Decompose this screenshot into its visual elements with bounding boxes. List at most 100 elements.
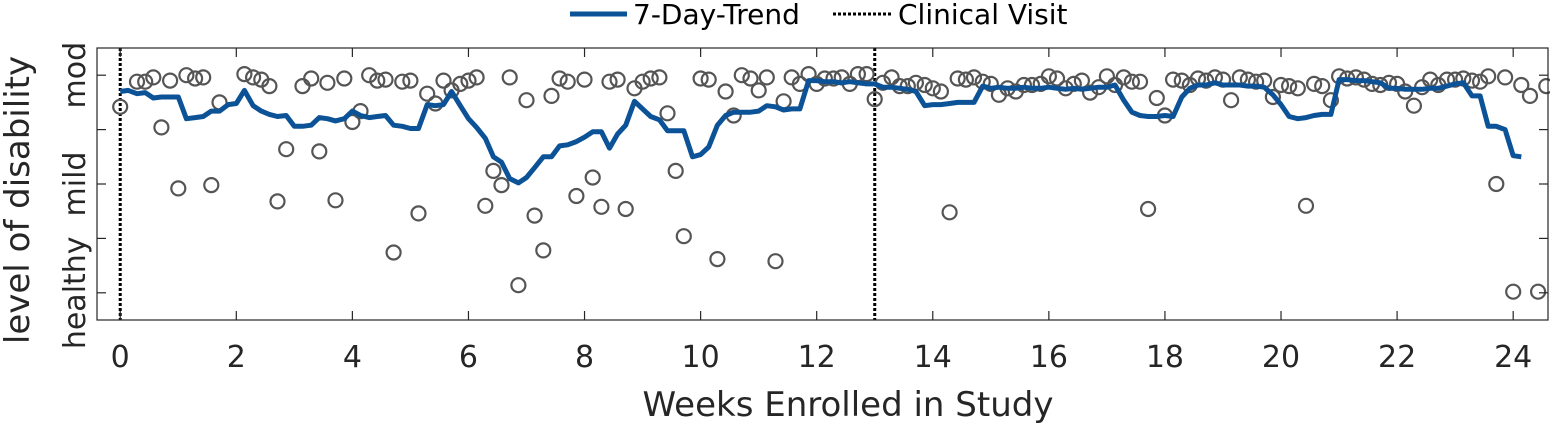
data-point-23 [336, 70, 353, 87]
data-point-71 [742, 70, 759, 87]
data-point-118 [1131, 73, 1149, 90]
y-axis-title: level of disability [0, 56, 38, 344]
data-point-64 [675, 228, 692, 245]
data-point-18 [294, 77, 311, 95]
data-point-51 [568, 187, 585, 205]
data-point-20 [311, 143, 328, 160]
data-point-54 [593, 198, 610, 215]
data-point-136 [1280, 77, 1298, 95]
data-point-67 [709, 251, 726, 268]
data-point-60 [642, 70, 659, 87]
data-point-73 [758, 69, 775, 86]
y-tick-label-0: healthy [58, 236, 93, 349]
data-point-8 [187, 70, 204, 87]
data-point-68 [717, 83, 734, 100]
data-point-151 [1405, 97, 1423, 114]
data-point-165 [1521, 87, 1539, 105]
data-point-164 [1513, 76, 1530, 94]
data-point-32 [410, 205, 427, 222]
legend-visit-label: Clinical Visit [898, 0, 1068, 31]
data-point-135 [1272, 76, 1290, 94]
data-point-5 [162, 72, 179, 89]
data-point-161 [1488, 175, 1505, 193]
x-tick-label-1: 2 [227, 340, 246, 375]
data-point-134 [1264, 88, 1282, 106]
data-point-16 [269, 193, 286, 210]
x-tick-label-7: 14 [914, 340, 952, 375]
data-point-81 [825, 70, 842, 87]
x-tick-label-8: 16 [1030, 340, 1068, 375]
data-point-21 [319, 74, 336, 91]
data-point-72 [750, 82, 767, 99]
data-point-31 [402, 72, 419, 89]
data-point-61 [651, 69, 668, 86]
data-point-40 [477, 197, 494, 214]
data-point-166 [1529, 283, 1547, 300]
data-point-104 [1015, 76, 1033, 94]
data-point-27 [369, 72, 386, 89]
data-point-86 [866, 90, 883, 108]
data-point-163 [1505, 283, 1522, 300]
x-tick-label-6: 12 [798, 340, 836, 375]
data-point-116 [1115, 69, 1132, 86]
data-point-70 [733, 67, 750, 84]
x-tick-label-5: 10 [682, 340, 720, 375]
data-point-35 [435, 72, 452, 89]
x-tick-label-9: 18 [1146, 340, 1184, 375]
data-point-112 [1081, 84, 1099, 101]
data-point-66 [700, 71, 717, 88]
data-point-95 [941, 204, 958, 221]
data-point-119 [1139, 200, 1157, 218]
data-point-50 [559, 73, 576, 90]
data-point-39 [468, 69, 485, 86]
data-point-94 [932, 83, 950, 100]
data-point-55 [601, 73, 618, 90]
x-axis-ticks: 0 2 4 6 8 10 12 14 16 18 20 22 24 [111, 48, 1532, 375]
data-point-65 [692, 70, 709, 87]
data-point-1 [128, 73, 146, 90]
x-tick-label-10: 20 [1262, 340, 1300, 375]
data-point-28 [377, 71, 394, 88]
data-point-2 [137, 73, 154, 90]
data-point-30 [394, 73, 411, 90]
data-point-15 [261, 77, 278, 95]
y-tick-label-4: mod [58, 42, 93, 109]
data-point-162 [1496, 69, 1514, 86]
data-point-93 [924, 80, 941, 97]
data-point-138 [1297, 197, 1315, 214]
clinical-visit-lines [118, 48, 877, 320]
data-point-108 [1048, 70, 1066, 87]
data-point-41 [485, 162, 502, 179]
data-point-45 [518, 92, 535, 109]
data-point-47 [535, 242, 552, 259]
data-point-13 [245, 69, 262, 86]
x-axis-title: Weeks Enrolled in Study [643, 385, 1054, 423]
data-point-43 [501, 69, 518, 86]
data-point-129 [1222, 92, 1240, 109]
data-point-12 [236, 65, 253, 83]
data-point-132 [1247, 73, 1265, 90]
data-point-160 [1480, 68, 1497, 85]
data-point-140 [1314, 77, 1331, 95]
data-point-48 [543, 87, 560, 105]
data-point-114 [1098, 68, 1116, 85]
data-point-10 [203, 177, 220, 194]
data-point-122 [1164, 71, 1182, 88]
x-tick-label-12: 24 [1494, 340, 1532, 375]
data-point-53 [584, 169, 601, 186]
data-point-137 [1289, 80, 1306, 97]
data-point-96 [949, 70, 966, 87]
x-tick-label-3: 6 [459, 340, 478, 375]
data-point-7 [178, 67, 195, 84]
data-point-33 [419, 85, 436, 102]
data-point-167 [1538, 78, 1550, 95]
legend-trend-label: 7-Day-Trend [633, 0, 800, 31]
data-point-52 [576, 71, 593, 88]
data-point-9 [195, 69, 212, 86]
data-point-57 [617, 200, 634, 218]
data-point-63 [667, 162, 684, 179]
data-point-38 [460, 72, 477, 89]
x-tick-label-0: 0 [111, 340, 130, 375]
data-point-98 [965, 69, 983, 86]
